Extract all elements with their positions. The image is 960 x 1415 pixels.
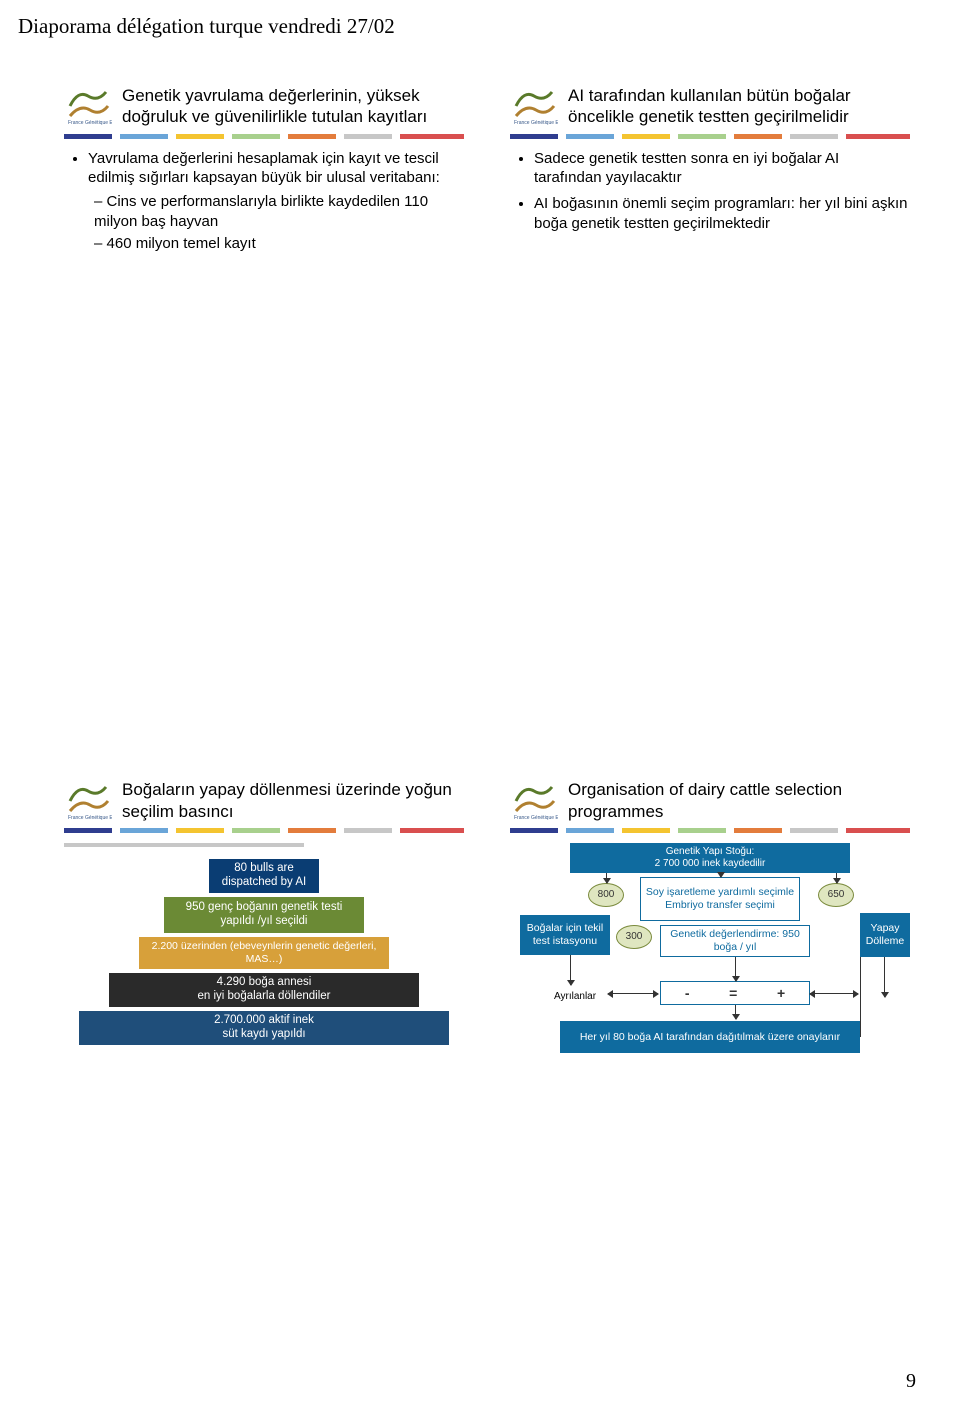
minus-icon: -: [685, 985, 690, 1002]
slide-head: France Génétique Elevage Genetik yavrula…: [64, 85, 464, 128]
band-text: 2.200 üzerinden (ebeveynlerin genetic de…: [143, 940, 385, 965]
arrow-icon: [608, 993, 658, 994]
svg-text:France Génétique Elevage: France Génétique Elevage: [68, 815, 112, 821]
color-stripe: [510, 828, 910, 833]
band-text: 80 bulls are: [234, 862, 293, 876]
box-text: 2 700 000 inek kaydedilir: [655, 858, 766, 870]
svg-text:France Génétique Elevage: France Génétique Elevage: [68, 120, 112, 126]
flow-diagram: Genetik Yapı Stoğu: 2 700 000 inek kayde…: [510, 843, 910, 1103]
sub-list: Cins ve performanslarıyla birlikte kayde…: [88, 192, 464, 253]
pyramid-band-2: 950 genç boğanın genetik testi yapıldı /…: [164, 897, 364, 933]
band-text: 2.700.000 aktif inek: [214, 1014, 314, 1028]
page-header: Diaporama délégation turque vendredi 27/…: [0, 0, 960, 39]
arrow-icon: [720, 873, 721, 877]
slide-2: France Génétique Elevage AI tarafından k…: [510, 85, 910, 259]
arrow-icon: [735, 957, 736, 981]
color-stripe: [510, 134, 910, 139]
slide-3: France Génétique Elevage Boğaların yapay…: [64, 779, 464, 1103]
box-sign-row: - = +: [660, 981, 810, 1005]
label-ayrilanlar: Ayrılanlar: [554, 991, 596, 1002]
connector-line: [860, 957, 861, 1037]
slide-body: Yavrulama değerlerini hesaplamak için ka…: [64, 149, 464, 254]
arrow-icon: [884, 957, 885, 997]
slide-body: Sadece genetik testten sonra en iyi boğa…: [510, 149, 910, 234]
count-300: 300: [616, 925, 652, 949]
pyramid-band-5: 2.700.000 aktif inek süt kaydı yapıldı: [79, 1011, 449, 1045]
color-stripe: [64, 828, 464, 833]
slide-head: France Génétique Elevage AI tarafından k…: [510, 85, 910, 128]
bullet: Sadece genetik testten sonra en iyi boğa…: [534, 149, 910, 189]
slide-title: AI tarafından kullanılan bütün boğalar ö…: [568, 85, 910, 128]
box-approved-bulls: Her yıl 80 boğa AI tarafından dağıtılmak…: [560, 1021, 860, 1053]
pyramid-band-1: 80 bulls are dispatched by AI: [209, 859, 319, 893]
slide-head: France Génétique Elevage Boğaların yapay…: [64, 779, 464, 822]
logo-icon: France Génétique Elevage: [64, 86, 112, 126]
band-text: en iyi boğalarla döllendiler: [198, 990, 331, 1004]
bullet: Yavrulama değerlerini hesaplamak için ka…: [88, 149, 464, 254]
page-number: 9: [906, 1370, 916, 1393]
pyramid-band-3: 2.200 üzerinden (ebeveynlerin genetic de…: [139, 937, 389, 969]
slides-grid: France Génétique Elevage Genetik yavrula…: [0, 39, 960, 1103]
band-text: süt kaydı yapıldı: [222, 1028, 305, 1042]
box-text: Genetik Yapı Stoğu:: [666, 846, 755, 858]
color-stripe: [64, 134, 464, 139]
band-text: 4.290 boğa annesi: [217, 976, 312, 990]
svg-text:France Génétique Elevage: France Génétique Elevage: [514, 815, 558, 821]
slide-4: France Génétique Elevage Organisation of…: [510, 779, 910, 1103]
arrow-icon: [570, 955, 571, 985]
arrow-icon: [836, 873, 837, 883]
logo-icon: France Génétique Elevage: [510, 86, 558, 126]
dairy-cattle-bar: [64, 843, 304, 847]
count-800: 800: [588, 883, 624, 907]
band-text: dispatched by AI: [222, 876, 306, 890]
logo-icon: France Génétique Elevage: [510, 781, 558, 821]
arrow-icon: [606, 873, 607, 883]
bullet: AI boğasının önemli seçim programları: h…: [534, 194, 910, 234]
arrow-icon: [810, 993, 858, 994]
sub-bullet: Cins ve performanslarıyla birlikte kayde…: [94, 192, 464, 232]
bullet-text: Yavrulama değerlerini hesaplamak için ka…: [88, 150, 440, 187]
count-650: 650: [818, 883, 854, 907]
slide-head: France Génétique Elevage Organisation of…: [510, 779, 910, 822]
slide-title: Boğaların yapay döllenmesi üzerinde yoğu…: [122, 779, 464, 822]
box-genetic-eval: Genetik değerlendirme: 950 boğa / yıl: [660, 925, 810, 957]
plus-icon: +: [777, 985, 785, 1002]
box-test-station: Boğalar için tekil test istasyonu: [520, 915, 610, 955]
slide-title: Genetik yavrulama değerlerinin, yüksek d…: [122, 85, 464, 128]
pyramid-band-4: 4.290 boğa annesi en iyi boğalarla dölle…: [109, 973, 419, 1007]
logo-icon: France Génétique Elevage: [64, 781, 112, 821]
equals-icon: =: [729, 985, 737, 1002]
arrow-icon: [735, 1005, 736, 1019]
slide-title: Organisation of dairy cattle selection p…: [568, 779, 910, 822]
box-artificial-insem: Yapay Dölleme: [860, 913, 910, 957]
box-embryo-transfer: Soy işaretleme yardımlı seçimle Embriyo …: [640, 877, 800, 921]
svg-text:France Génétique Elevage: France Génétique Elevage: [514, 120, 558, 126]
selection-pyramid: 80 bulls are dispatched by AI 950 genç b…: [64, 855, 464, 1085]
box-genetic-stock: Genetik Yapı Stoğu: 2 700 000 inek kayde…: [570, 843, 850, 873]
slide-1: France Génétique Elevage Genetik yavrula…: [64, 85, 464, 259]
band-text: 950 genç boğanın genetik testi yapıldı /…: [168, 901, 360, 929]
sub-bullet: 460 milyon temel kayıt: [94, 234, 464, 254]
